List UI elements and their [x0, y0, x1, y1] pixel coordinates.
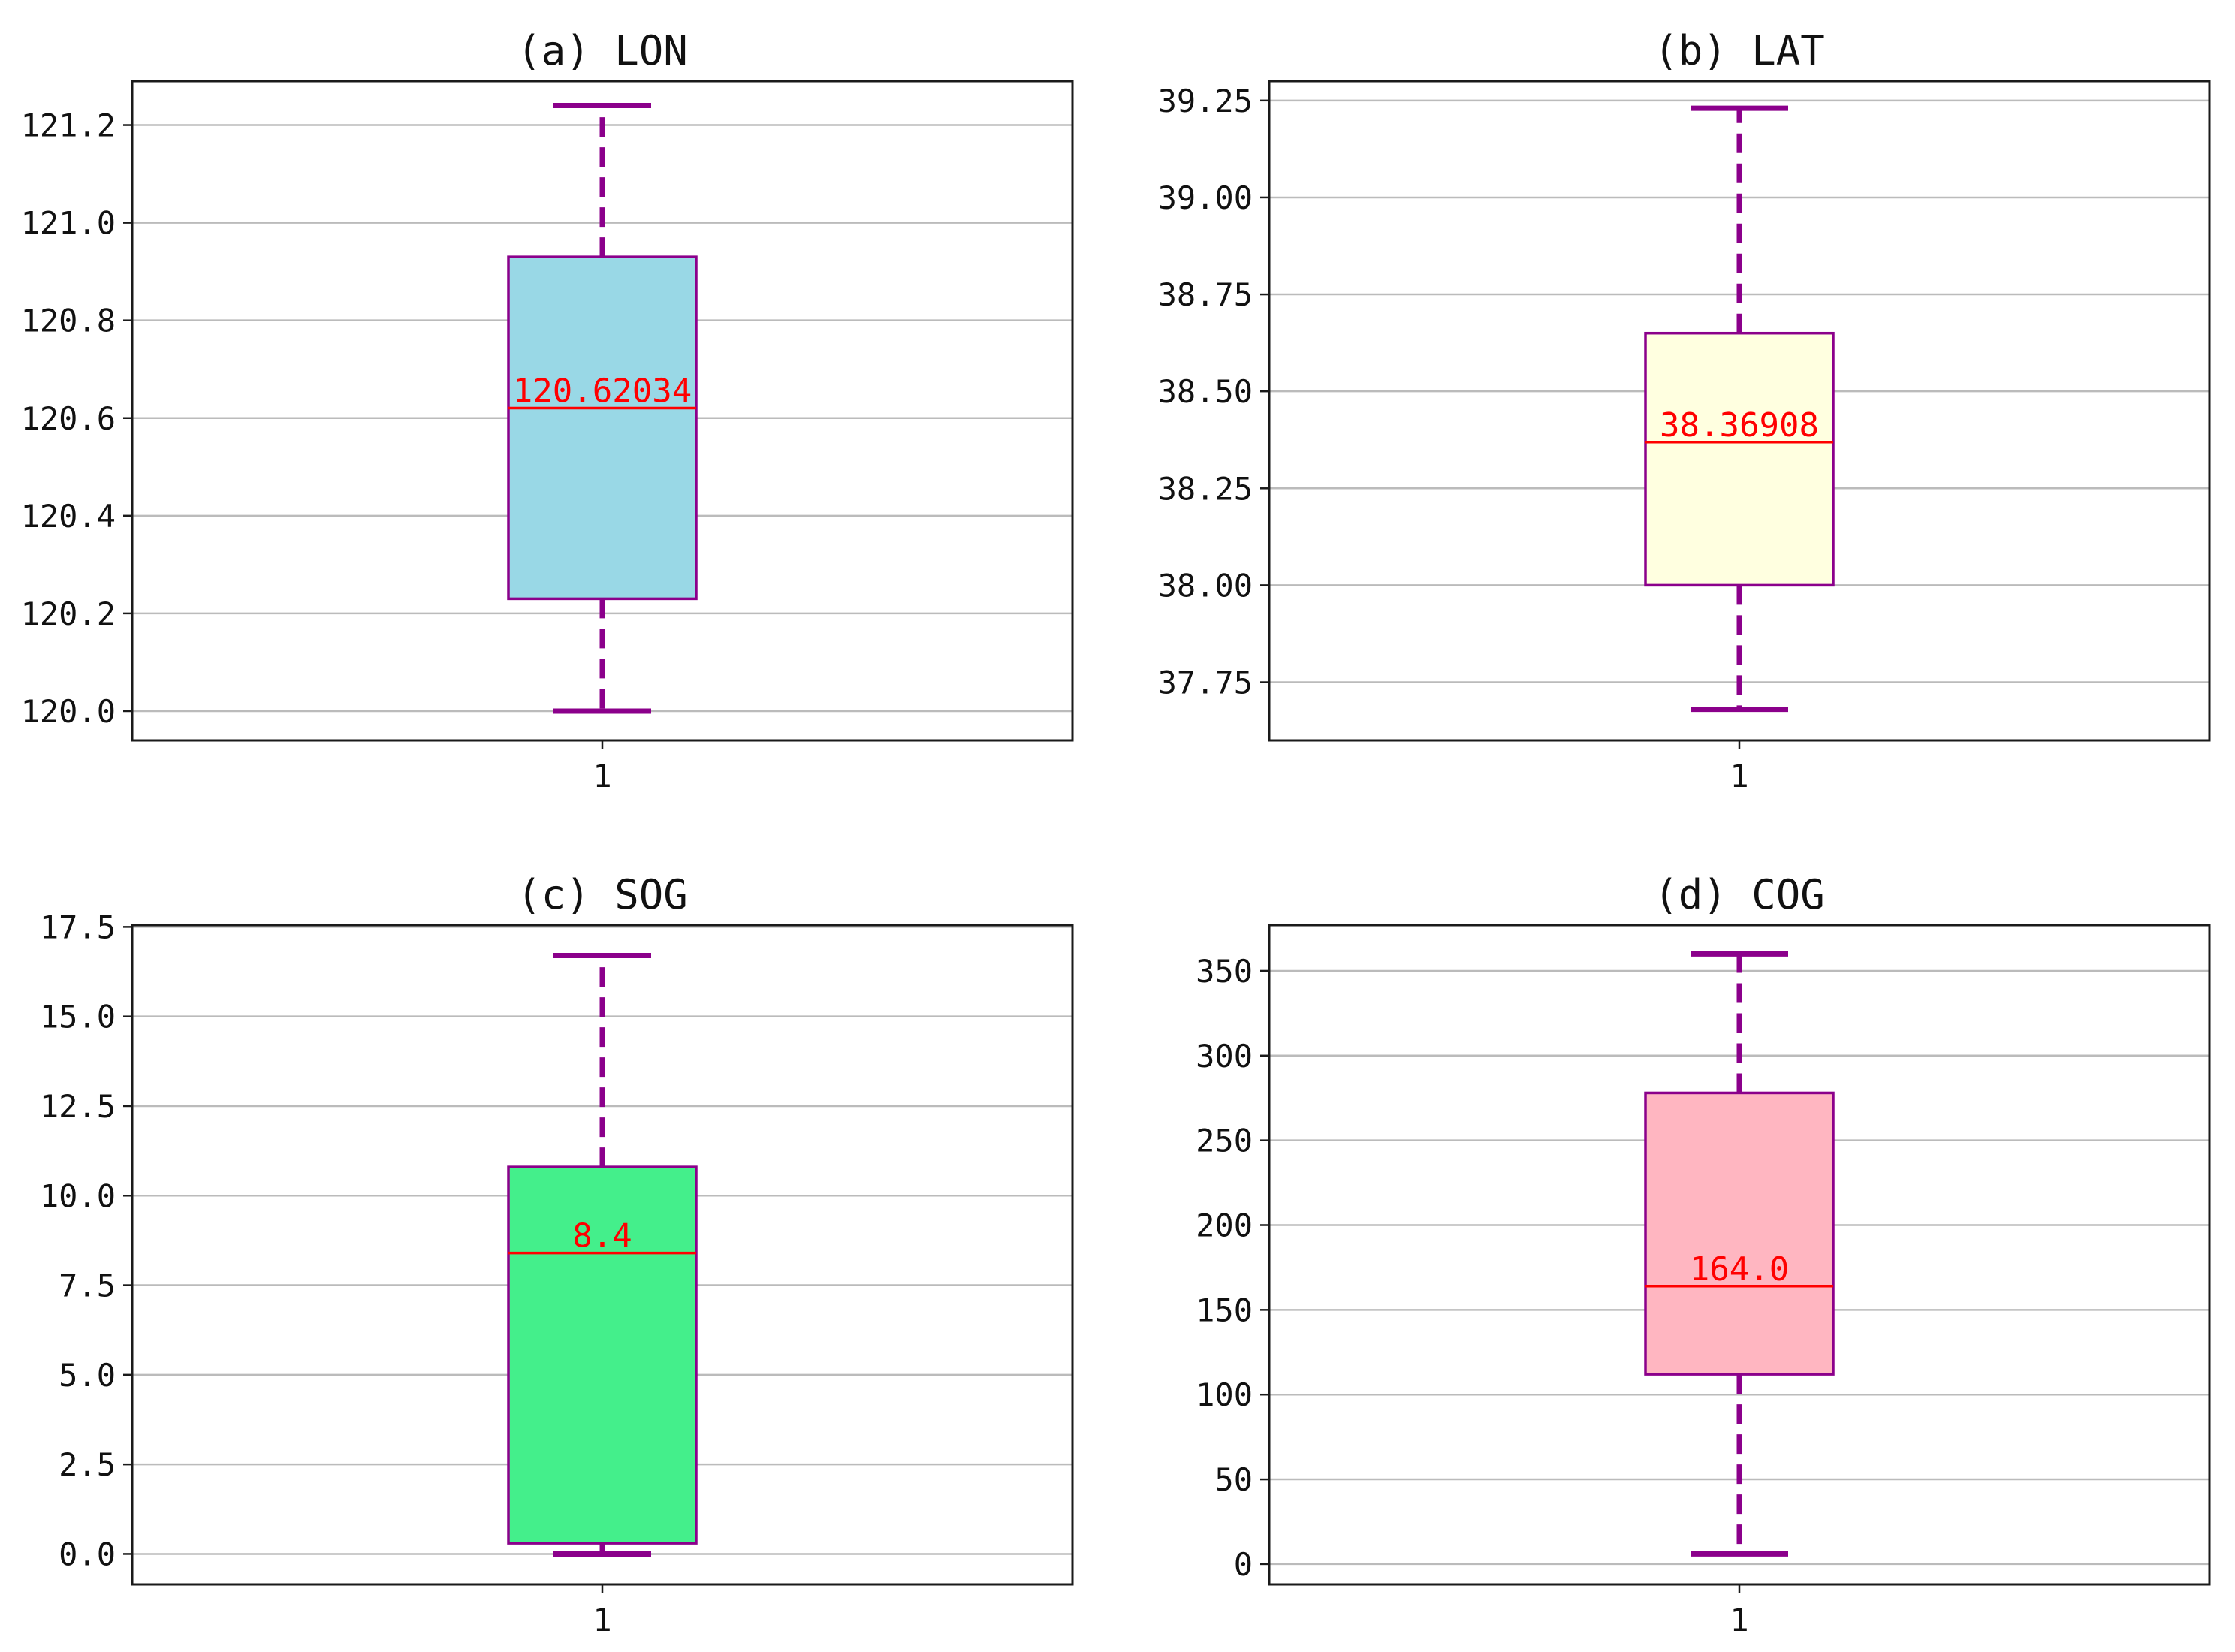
y-tick-label-lon: 120.0 — [21, 693, 116, 730]
y-tick-label-sog: 15.0 — [40, 999, 116, 1036]
y-tick-label-lon: 121.0 — [21, 205, 116, 242]
median-label-lon: 120.62034 — [513, 372, 692, 411]
y-tick-label-cog: 100 — [1196, 1376, 1253, 1413]
y-tick-label-sog: 12.5 — [40, 1088, 116, 1125]
y-tick-label-sog: 0.0 — [59, 1536, 116, 1572]
y-tick-label-cog: 150 — [1196, 1292, 1253, 1328]
y-tick-label-cog: 0 — [1234, 1546, 1253, 1583]
x-tick-label-sog: 1 — [593, 1602, 611, 1638]
y-tick-label-sog: 10.0 — [40, 1177, 116, 1214]
median-label-cog: 164.0 — [1690, 1250, 1789, 1289]
y-tick-label-cog: 250 — [1196, 1123, 1253, 1159]
x-tick-label-lon: 1 — [593, 758, 611, 794]
y-tick-label-lon: 120.2 — [21, 595, 116, 632]
panel-cog: 0 50 100 150 200 250 300 350 164.0 1 (d) COG — [1196, 871, 2211, 1638]
y-tick-label-cog: 300 — [1196, 1038, 1253, 1075]
x-tick-label-lat: 1 — [1730, 758, 1748, 794]
y-tick-label-cog: 50 — [1214, 1461, 1253, 1498]
y-tick-label-lat: 39.00 — [1158, 179, 1253, 216]
panel-title-sog: (c) SOG — [517, 871, 688, 918]
y-tick-label-sog: 7.5 — [59, 1268, 116, 1304]
box-lat — [1644, 331, 1835, 587]
y-tick-label-lat: 39.25 — [1158, 83, 1253, 119]
box-lon — [507, 255, 698, 601]
y-tick-label-cog: 350 — [1196, 953, 1253, 990]
y-tick-label-sog: 5.0 — [59, 1357, 116, 1394]
y-tick-label-lon: 120.8 — [21, 303, 116, 339]
y-tick-label-lat: 38.25 — [1158, 470, 1253, 507]
panel-lon: 120.0 120.2 120.4 120.6 120.8 121.0 121.2 120.6… — [21, 27, 1074, 794]
y-tick-label-lat: 38.75 — [1158, 276, 1253, 313]
panel-title-cog: (d) COG — [1654, 871, 1825, 918]
panel-title-lat: (b) LAT — [1654, 27, 1825, 74]
y-tick-label-lat: 37.75 — [1158, 665, 1253, 701]
y-tick-label-lat: 38.00 — [1158, 567, 1253, 604]
y-tick-label-sog: 17.5 — [40, 909, 116, 945]
y-tick-label-sog: 2.5 — [59, 1446, 116, 1483]
y-tick-label-cog: 200 — [1196, 1207, 1253, 1244]
panel-lat: 37.75 38.00 38.25 38.50 38.75 39.00 39.25 38.36… — [1158, 27, 2211, 794]
median-label-lat: 38.36908 — [1660, 406, 1819, 445]
y-tick-label-lon: 120.4 — [21, 498, 116, 535]
y-tick-label-lat: 38.50 — [1158, 373, 1253, 410]
median-label-sog: 8.4 — [572, 1217, 632, 1256]
panel-title-lon: (a) LON — [517, 27, 688, 74]
box-cog — [1644, 1091, 1835, 1376]
box-sog — [507, 1165, 698, 1545]
x-tick-label-cog: 1 — [1730, 1602, 1748, 1638]
y-tick-label-lon: 120.6 — [21, 400, 116, 437]
panel-sog: 0.0 2.5 5.0 7.5 10.0 12.5 15.0 17.5 8.4 1 (c) SOG — [40, 871, 1074, 1638]
y-tick-label-lon: 121.2 — [21, 107, 116, 144]
